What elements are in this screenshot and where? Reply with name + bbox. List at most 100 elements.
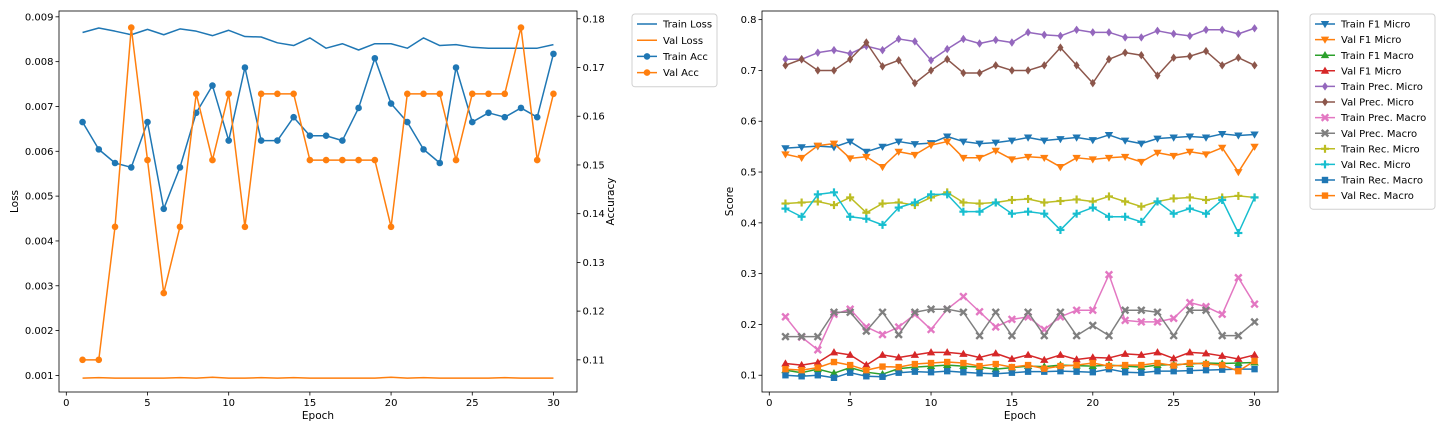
series-line-train-loss: [82, 27, 554, 51]
y-tick-label: 0.003: [25, 281, 54, 292]
data-point: [1153, 135, 1162, 143]
data-point: [1057, 43, 1064, 52]
data-point: [533, 156, 541, 164]
data-point: [878, 350, 887, 358]
data-point: [1137, 306, 1146, 315]
data-point: [991, 139, 1000, 147]
loss-accuracy-chart: 0 5 10 15 20 25 30Epoch0.0010.0020.0030.0040.0…: [9, 10, 718, 422]
y-axis-label: Loss: [9, 190, 21, 213]
data-point: [1170, 367, 1177, 375]
series-group: [781, 24, 1259, 381]
data-point: [1250, 131, 1259, 139]
legend-marker: [643, 53, 651, 60]
data-point: [1185, 148, 1195, 156]
y-tick-label: 0.1: [741, 371, 757, 382]
data-point: [1234, 331, 1243, 340]
data-point: [322, 156, 330, 164]
data-point: [160, 289, 168, 297]
data-point: [1072, 209, 1081, 218]
data-point: [781, 204, 790, 213]
data-point: [782, 55, 789, 64]
data-point: [192, 90, 200, 98]
data-point: [306, 132, 314, 140]
data-point: [1105, 55, 1112, 64]
data-point: [225, 90, 232, 98]
data-point: [160, 205, 168, 213]
x-tick-label: 0: [766, 398, 772, 409]
legend-item: Val Rec. Macro: [1315, 191, 1414, 202]
data-point: [797, 360, 806, 369]
x-tick-label: 5: [847, 398, 853, 409]
series-val-acc-3: [79, 24, 557, 364]
data-point: [1169, 354, 1178, 362]
data-point: [1121, 361, 1129, 369]
data-point: [863, 366, 870, 374]
data-point: [1185, 133, 1195, 141]
data-point: [911, 37, 918, 46]
y-tick-label: 0.5: [741, 168, 757, 179]
data-point: [959, 292, 968, 301]
series-line-train-prec-macro: [784, 273, 1256, 351]
y-tick-label: 0.006: [25, 147, 54, 158]
data-point: [1202, 360, 1210, 368]
y-tick-label: 0.001: [25, 371, 54, 382]
data-point: [144, 118, 151, 126]
data-point: [1202, 46, 1210, 56]
series-val-rec-micro-9: [781, 188, 1259, 237]
x-tick-label: 30: [547, 398, 560, 409]
data-point: [943, 190, 952, 199]
data-point: [1040, 198, 1049, 207]
legend-label: Val Rec. Micro: [1341, 160, 1411, 171]
data-point: [863, 38, 870, 47]
legend-label: Val Acc: [663, 68, 699, 79]
data-point: [991, 349, 1000, 357]
legend-label: Val Prec. Macro: [1341, 129, 1417, 140]
data-point: [209, 156, 216, 164]
y-tick-label: 0.3: [741, 269, 757, 280]
legend-item: Val Prec. Micro: [1315, 98, 1414, 109]
legend-label: Val F1 Micro: [1341, 35, 1401, 46]
data-point: [830, 358, 838, 366]
y-tick-label: 0.7: [741, 66, 757, 77]
x-tick-label: 25: [466, 398, 479, 409]
data-point: [975, 307, 984, 316]
data-point: [1072, 195, 1081, 204]
data-point: [928, 56, 935, 65]
data-point: [829, 308, 839, 317]
data-point: [1202, 25, 1210, 34]
data-point: [95, 146, 103, 153]
data-point: [1023, 350, 1033, 358]
data-point: [1007, 209, 1016, 218]
data-point: [830, 66, 838, 75]
data-point: [847, 55, 854, 64]
data-point: [1154, 71, 1161, 80]
legend-label: Train F1 Micro: [1340, 20, 1410, 31]
data-point: [1041, 365, 1048, 372]
data-point: [1201, 349, 1211, 357]
data-point: [846, 308, 855, 317]
data-point: [781, 359, 790, 367]
data-point: [782, 61, 789, 70]
y-tick-label: 0.008: [25, 57, 54, 68]
data-point: [926, 348, 936, 356]
data-point: [943, 305, 952, 314]
series-line-val-f1-micro: [785, 351, 1255, 366]
data-point: [1122, 33, 1129, 42]
data-point: [960, 368, 967, 376]
data-point: [1154, 359, 1161, 367]
data-point: [1169, 314, 1178, 323]
data-point: [910, 151, 920, 159]
legend-label: Val Prec. Micro: [1341, 98, 1414, 109]
data-point: [878, 220, 887, 229]
data-point: [1137, 158, 1146, 167]
data-point: [1202, 366, 1210, 374]
data-point: [1088, 203, 1097, 212]
data-point: [1138, 369, 1145, 376]
data-point: [404, 90, 411, 98]
data-point: [895, 34, 902, 44]
legend-item: Val Rec. Micro: [1315, 160, 1411, 171]
series-val-prec-micro-5: [782, 38, 1258, 88]
data-point: [1104, 212, 1113, 221]
data-point: [1008, 38, 1015, 47]
